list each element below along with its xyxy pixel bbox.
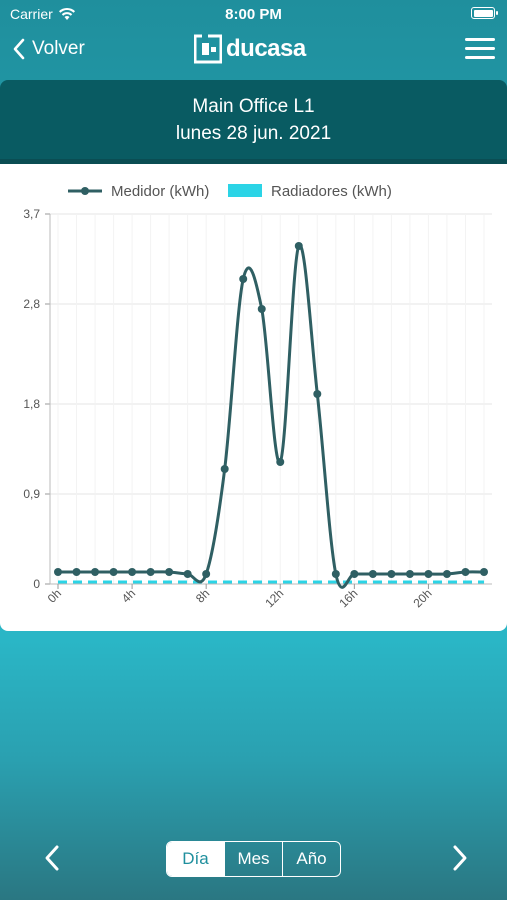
site-name: Main Office L1 xyxy=(192,96,315,117)
legend-radiadores-label: Radiadores (kWh) xyxy=(271,183,392,200)
prev-period-button[interactable] xyxy=(38,840,68,876)
medidor-point xyxy=(128,568,137,576)
y-tick-label: 0,9 xyxy=(23,487,40,501)
logo: ducasa xyxy=(194,34,306,64)
medidor-point xyxy=(72,568,81,576)
medidor-point xyxy=(183,570,192,578)
wifi-icon xyxy=(58,7,75,20)
y-tick-label: 3,7 xyxy=(23,207,40,221)
status-time: 8:00 PM xyxy=(225,6,282,23)
x-tick-label: 0h xyxy=(45,586,64,605)
y-tick-label: 2,8 xyxy=(23,297,40,311)
chart-card: Medidor (kWh) Radiadores (kWh) 0 0,9 1,8 2,8… xyxy=(0,164,507,631)
x-tick-label: 16h xyxy=(336,586,360,610)
medidor-point xyxy=(442,570,451,578)
medidor-point xyxy=(368,570,377,578)
next-period-button[interactable] xyxy=(444,840,474,876)
medidor-point xyxy=(313,390,322,398)
chevron-right-icon xyxy=(453,845,467,871)
status-bar: Carrier 8:00 PM xyxy=(0,0,507,28)
period-month-button[interactable]: Mes xyxy=(225,842,283,876)
carrier-label: Carrier xyxy=(10,6,53,22)
back-button[interactable]: Volver xyxy=(12,38,85,60)
logo-text: ducasa xyxy=(226,35,306,62)
medidor-point xyxy=(54,568,62,576)
medidor-point xyxy=(239,275,248,283)
medidor-point xyxy=(276,458,285,466)
legend-medidor-label: Medidor (kWh) xyxy=(111,183,209,200)
medidor-point xyxy=(109,568,118,576)
medidor-point xyxy=(387,570,396,578)
status-carrier: Carrier xyxy=(10,6,76,22)
x-tick-label: 4h xyxy=(119,586,138,605)
chart-legend: Medidor (kWh) Radiadores (kWh) xyxy=(68,183,392,200)
nav-bar: Volver ducasa xyxy=(0,28,507,78)
site-header: Main Office L1 lunes 28 jun. 2021 xyxy=(0,80,507,164)
legend-radiadores-swatch xyxy=(228,184,262,197)
medidor-point xyxy=(202,570,211,578)
chart-axes: 0 0,9 1,8 2,8 3,7 0h 4h 8h 12h 16h 20h xyxy=(23,207,492,610)
y-tick-label: 0 xyxy=(33,577,40,591)
medidor-point xyxy=(146,568,155,576)
medidor-point xyxy=(294,242,303,250)
chart-grid xyxy=(50,213,492,585)
menu-button[interactable] xyxy=(465,38,495,62)
period-selector: Día Mes Año xyxy=(166,841,341,877)
x-tick-label: 20h xyxy=(410,586,434,610)
medidor-line xyxy=(58,243,485,589)
medidor-point xyxy=(480,568,488,576)
logo-mark-icon xyxy=(194,34,222,64)
hamburger-icon xyxy=(465,38,495,41)
medidor-point xyxy=(331,570,340,578)
medidor-point xyxy=(165,568,174,576)
chevron-left-icon xyxy=(45,845,59,871)
medidor-point xyxy=(91,568,100,576)
medidor-point xyxy=(424,570,433,578)
site-date: lunes 28 jun. 2021 xyxy=(175,123,332,144)
legend-medidor-marker xyxy=(81,187,89,195)
chevron-left-icon xyxy=(13,38,25,60)
x-tick-label: 8h xyxy=(193,586,212,605)
energy-chart: Medidor (kWh) Radiadores (kWh) 0 0,9 1,8 2,8… xyxy=(23,183,492,610)
x-tick-label: 12h xyxy=(262,586,286,610)
y-tick-label: 1,8 xyxy=(23,397,40,411)
medidor-point xyxy=(257,305,266,313)
period-year-button[interactable]: Año xyxy=(296,849,327,868)
medidor-point xyxy=(461,568,470,576)
period-day-button[interactable]: Día xyxy=(167,842,225,876)
medidor-point xyxy=(405,570,414,578)
back-label: Volver xyxy=(32,38,85,59)
chart-series xyxy=(54,242,488,589)
battery-icon xyxy=(471,7,498,19)
medidor-point xyxy=(350,570,359,578)
medidor-point xyxy=(220,465,229,473)
